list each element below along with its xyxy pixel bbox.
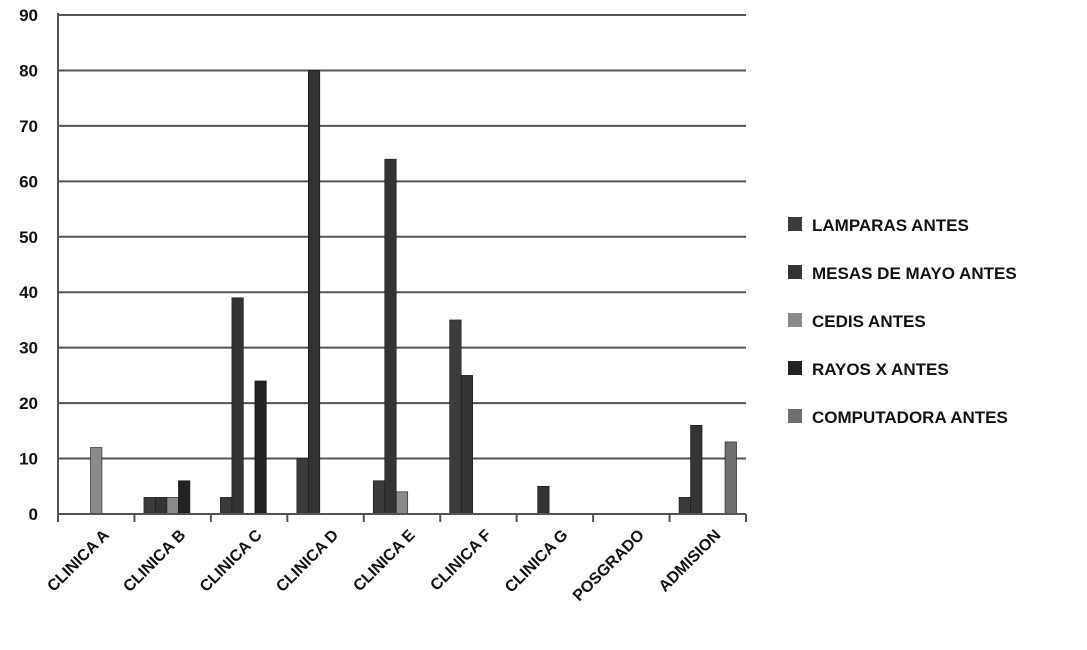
y-tick-label: 0: [29, 505, 38, 524]
legend: LAMPARAS ANTES MESAS DE MAYO ANTES CEDIS A…: [788, 216, 1017, 427]
x-category-label: ADMISION: [656, 527, 725, 596]
bar: [372, 480, 386, 515]
bar: [231, 297, 244, 515]
legend-item: RAYOS X ANTES: [788, 360, 949, 379]
bar: [220, 497, 233, 515]
legend-label: COMPUTADORA ANTES: [812, 408, 1008, 427]
y-tick-label: 60: [19, 172, 38, 191]
legend-swatch: [788, 409, 802, 423]
bar: [678, 497, 691, 515]
y-tick-label: 70: [19, 117, 38, 136]
legend-swatch: [788, 313, 802, 327]
legend-label: LAMPARAS ANTES: [812, 216, 969, 235]
bar: [690, 424, 703, 515]
legend-label: MESAS DE MAYO ANTES: [812, 264, 1017, 283]
legend-item: CEDIS ANTES: [788, 312, 926, 331]
y-tick-label: 10: [19, 450, 38, 469]
bar: [178, 480, 191, 515]
legend-item: COMPUTADORA ANTES: [788, 408, 1008, 427]
legend-swatch: [788, 265, 802, 279]
legend-swatch: [788, 217, 802, 231]
bar: [143, 497, 156, 515]
x-category-label: CLINICA A: [44, 526, 113, 595]
x-category-label: CLINICA E: [350, 527, 418, 595]
bar: [296, 458, 309, 515]
bar: [449, 319, 462, 515]
bar: [308, 70, 321, 515]
legend-swatch: [788, 361, 802, 375]
x-category-label: CLINICA D: [273, 527, 342, 596]
y-tick-label: 20: [19, 394, 38, 413]
bar: [90, 447, 103, 515]
bar: [254, 380, 267, 515]
y-tick-label: 30: [19, 339, 38, 358]
x-category-label: CLINICA B: [120, 527, 189, 596]
x-category-label: CLINICA F: [427, 527, 495, 595]
legend-label: RAYOS X ANTES: [812, 360, 949, 379]
legend-item: MESAS DE MAYO ANTES: [788, 264, 1017, 283]
bar: [155, 497, 168, 515]
legend-item: LAMPARAS ANTES: [788, 216, 969, 235]
bar: [724, 441, 737, 515]
bar: [537, 485, 550, 515]
x-category-label: CLINICA C: [197, 526, 266, 595]
legend-label: CEDIS ANTES: [812, 312, 926, 331]
bar: [460, 375, 473, 515]
y-tick-label: 40: [19, 283, 38, 302]
x-category-label: POSGRADO: [570, 527, 648, 605]
x-category-label: CLINICA G: [502, 527, 571, 596]
bars-layer: [90, 70, 737, 515]
y-tick-label: 90: [19, 6, 38, 25]
bar: [166, 497, 179, 515]
y-tick-label: 50: [19, 228, 38, 247]
bar: [395, 491, 409, 515]
grid-layer: [58, 14, 746, 460]
bar: [384, 158, 397, 515]
y-tick-label: 80: [19, 61, 38, 80]
